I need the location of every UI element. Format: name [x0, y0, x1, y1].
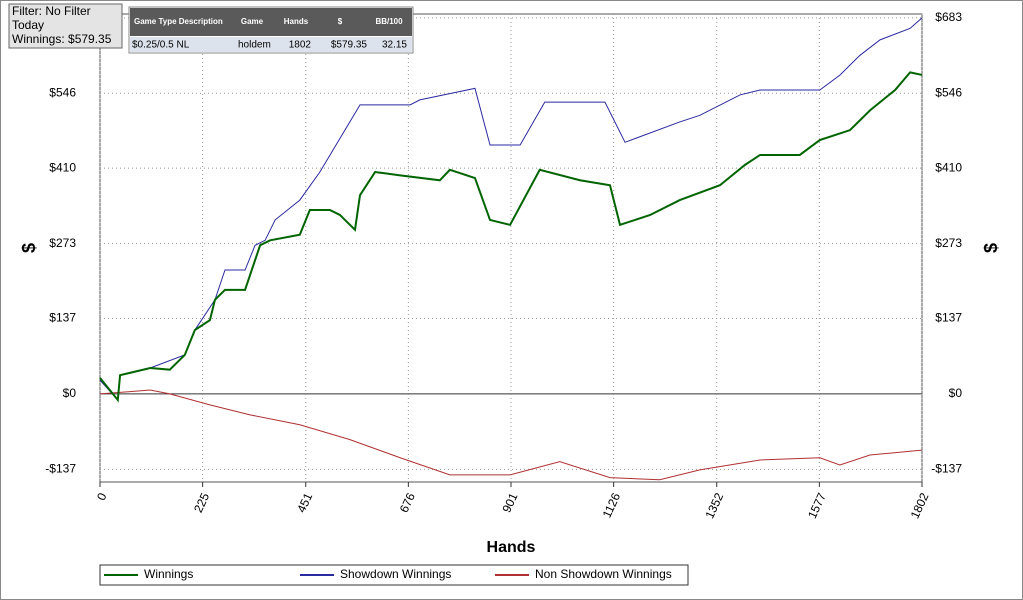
y-tick-label: $273: [49, 236, 76, 250]
table-header: Game: [241, 17, 264, 26]
y2-tick-label: $410: [935, 160, 962, 174]
table-cell: $579.35: [331, 40, 368, 51]
y-tick-label: $0: [63, 386, 77, 400]
x-axis-label: Hands: [487, 539, 536, 556]
table-cell: holdem: [238, 40, 271, 51]
filter-text: Filter: No Filter: [12, 4, 91, 18]
plot-area: -$137 -$137 $0 $0 $137 $137 $273 $273 $410 $410 $5…: [45, 10, 962, 521]
plot-border: [99, 13, 923, 483]
series-line: [99, 389, 923, 481]
y-tick-label: $410: [49, 160, 76, 174]
legend: [99, 564, 689, 586]
y2-tick-label: $546: [935, 85, 962, 99]
y-tick-label: -$137: [45, 462, 76, 476]
y2-tick-label: $0: [949, 386, 963, 400]
filter-text: Today: [12, 18, 44, 32]
y-tick-label: $546: [49, 85, 76, 99]
y2-axis-label: $: [981, 243, 1001, 253]
filter-text: Winnings: $579.35: [12, 32, 112, 46]
table-header: $: [338, 17, 343, 26]
legend-label: Winnings: [144, 567, 193, 581]
table-cell: 1802: [289, 40, 312, 51]
y-tick-label: $137: [49, 311, 76, 325]
y2-tick-label: $137: [935, 311, 962, 325]
stats-table: Game Type Description Game Hands $ BB/100 $0.…: [128, 6, 414, 54]
table-header: BB/100: [375, 17, 403, 26]
legend-label: Non Showdown Winnings: [535, 567, 672, 581]
y2-tick-label: $683: [935, 10, 962, 24]
y2-tick-label: $273: [935, 236, 962, 250]
table-cell: 32.15: [382, 40, 407, 51]
y-axis-label: $: [19, 243, 39, 253]
series-line: [99, 71, 923, 403]
legend-label: Showdown Winnings: [340, 567, 451, 581]
table-header: Hands: [284, 17, 309, 26]
y2-tick-label: -$137: [931, 462, 962, 476]
legend-items: Winnings Showdown Winnings Non Showdown Wi…: [104, 567, 672, 581]
series-line: [99, 17, 923, 402]
table-header: Game Type Description: [134, 17, 223, 26]
filter-box: Filter: No Filter Today Winnings: $579.3…: [8, 3, 123, 49]
table-cell: $0.25/0.5 NL: [132, 40, 190, 51]
